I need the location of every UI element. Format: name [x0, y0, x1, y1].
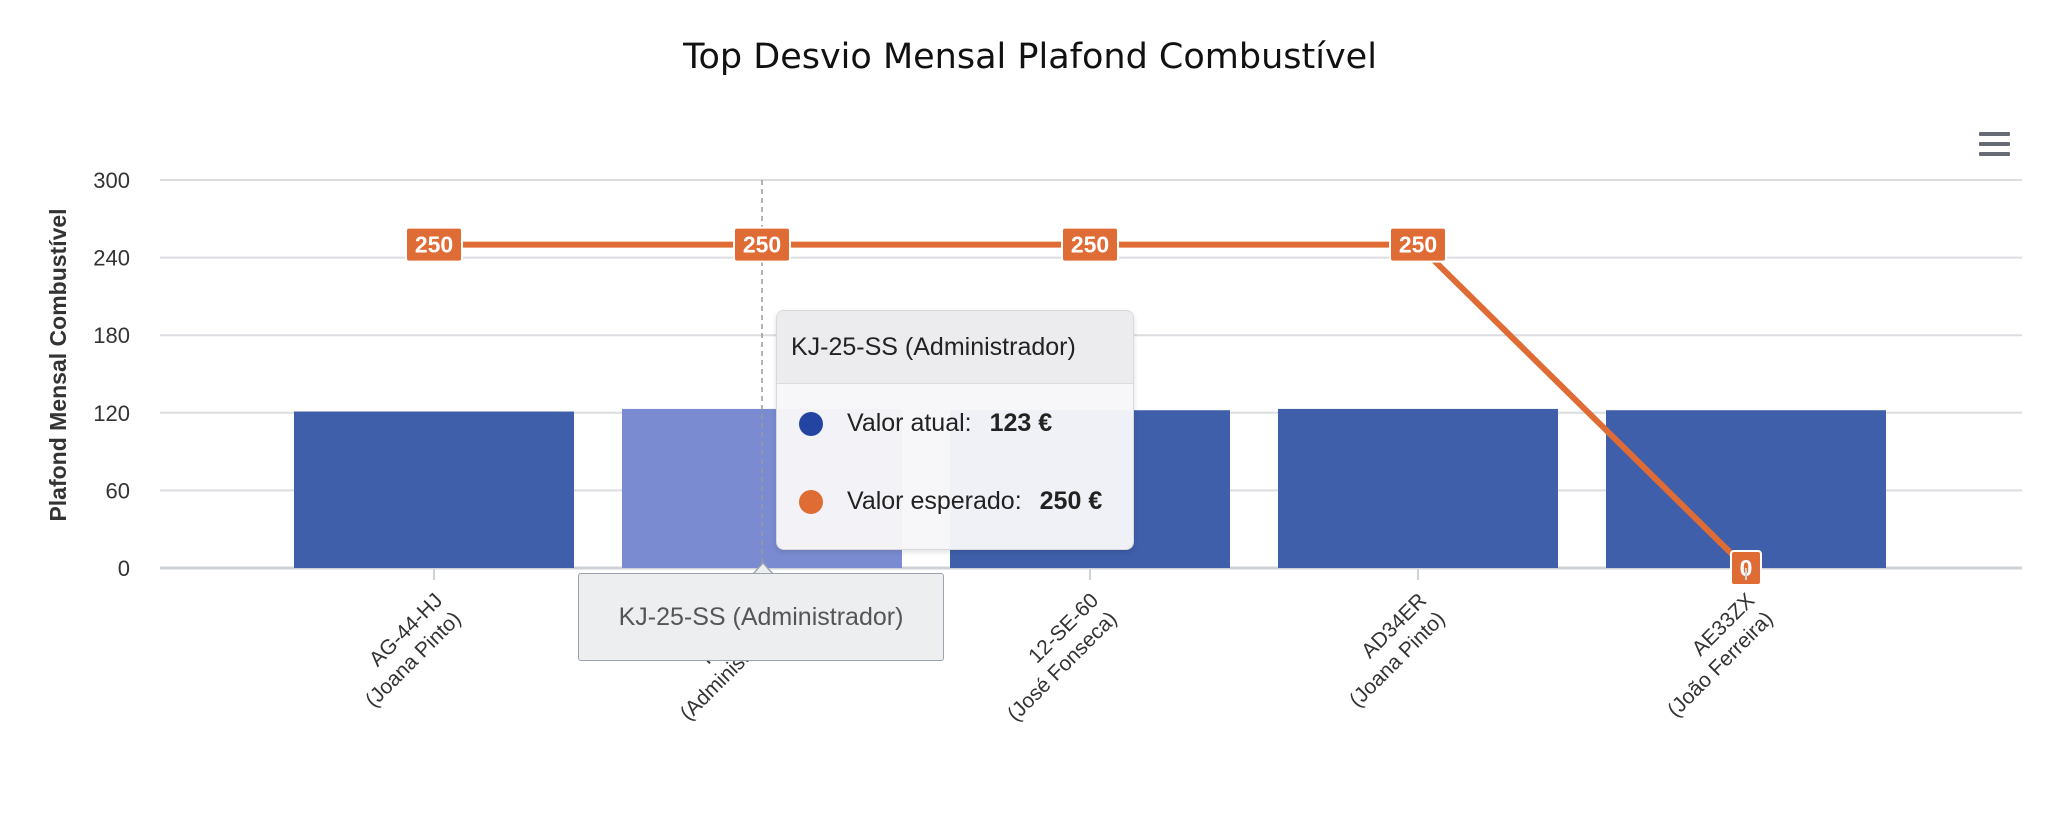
data-label: 250	[415, 232, 453, 258]
data-label-box	[1061, 226, 1119, 263]
line-series: 2502502502500	[405, 226, 1762, 586]
x-tick-label: AE33ZX(João Ferreira)	[1663, 589, 1777, 722]
series-dot-icon	[799, 411, 823, 436]
data-label-box	[1389, 226, 1447, 263]
data-label-box	[405, 226, 463, 263]
y-tick-label: 0	[118, 556, 130, 581]
data-label: 250	[743, 232, 781, 258]
data-label: 250	[1071, 232, 1109, 258]
crosshair-x-label: KJ-25-SS (Administrador)	[578, 573, 944, 661]
data-label-box	[733, 226, 791, 263]
x-tick-label: AD34ER(Joana Pinto)	[1345, 589, 1450, 712]
bar[interactable]	[294, 411, 574, 568]
y-axis-ticks: 300 240 180 120 60 0	[93, 168, 130, 581]
y-axis-label: Plafond Mensal Combustível	[45, 208, 71, 521]
y-tick-label: 60	[106, 478, 130, 503]
y-tick-label: 240	[93, 246, 130, 271]
y-tick-label: 120	[93, 401, 130, 426]
tooltip: KJ-25-SS (Administrador) Valor atual: 12…	[776, 310, 1134, 550]
tooltip-row-value: 250 €	[1039, 487, 1103, 515]
hamburger-menu-icon	[1979, 132, 2010, 136]
series-dot-icon	[799, 489, 823, 514]
hamburger-menu-icon-bar	[1979, 142, 2010, 146]
tooltip-row-valor-atual: Valor atual: 123 €	[799, 409, 1052, 438]
tooltip-header: KJ-25-SS (Administrador)	[777, 311, 1133, 384]
hamburger-menu-icon-bar	[1979, 152, 2010, 156]
data-label: 250	[1399, 232, 1437, 258]
tooltip-row-label: Valor atual:	[847, 409, 972, 437]
y-tick-label: 180	[93, 323, 130, 348]
bar[interactable]	[1606, 410, 1886, 568]
chart-menu-button[interactable]	[1976, 128, 2012, 160]
y-tick-label: 300	[93, 168, 130, 193]
x-tick-label: AG-44-HJ(Joana Pinto)	[361, 589, 466, 712]
bar[interactable]	[1278, 408, 1558, 568]
tooltip-row-valor-esperado: Valor esperado: 250 €	[799, 487, 1102, 516]
crosshair-label-pointer	[752, 562, 774, 575]
x-axis-ticks: AG-44-HJ(Joana Pinto)KJ-25-SS(Administra…	[361, 568, 1778, 726]
tooltip-row-label: Valor esperado:	[847, 487, 1022, 515]
chart-title: Top Desvio Mensal Plafond Combustível	[682, 37, 1377, 77]
tooltip-row-value: 123 €	[989, 409, 1053, 437]
x-tick-label: 12-SE-60(José Fonseca)	[1003, 589, 1122, 726]
